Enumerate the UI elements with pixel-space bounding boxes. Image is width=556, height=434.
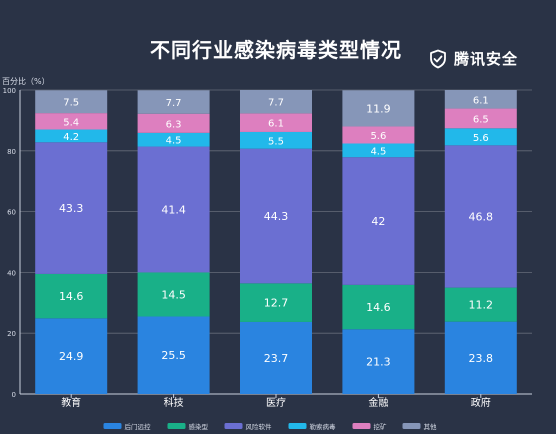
legend-label: 风险软件 [246,422,273,431]
data-label: 6.5 [473,114,489,125]
data-label: 4.5 [370,146,386,157]
legend-swatch [103,423,122,429]
bar-segment [444,90,517,109]
y-tick-label: 60 [7,209,16,217]
bar-segment [240,148,312,284]
y-tick-label: 80 [7,148,16,156]
x-tick-label: 金融 [368,396,388,409]
data-label: 6.1 [268,119,284,130]
data-label: 14.6 [59,290,84,303]
bar-segment [342,143,415,158]
data-label: 4.2 [63,132,79,143]
data-label: 23.8 [469,352,494,365]
x-tick-label: 政府 [471,396,491,409]
bar-segment [444,128,517,146]
data-label: 46.8 [469,210,494,223]
legend-swatch [224,423,243,429]
data-label: 7.7 [166,98,182,109]
x-tick-label: 医疗 [266,396,286,409]
data-label: 11.9 [366,102,391,115]
data-label: 44.3 [264,210,289,223]
data-label: 23.7 [264,352,289,365]
data-label: 6.3 [166,119,182,130]
bar-segment [35,142,108,274]
data-label: 5.5 [268,136,284,147]
legend-label: 后门远控 [125,422,152,431]
bar-segment [137,90,210,114]
data-label: 7.7 [268,98,284,109]
y-tick-label: 0 [12,391,16,399]
bar-segment [444,145,517,288]
legend-label: 勒索病毒 [310,422,337,431]
data-label: 42 [371,215,385,228]
bar-segment [137,316,210,394]
bar-segment [342,157,415,285]
bar-segment [240,90,312,114]
data-label: 14.5 [161,288,186,301]
data-label: 24.9 [59,350,84,363]
bar-segment [35,129,108,143]
data-label: 25.5 [161,349,186,362]
x-tick-label: 科技 [164,396,184,409]
data-label: 12.7 [264,297,289,310]
y-tick-label: 40 [7,269,16,277]
data-label: 6.1 [473,95,489,106]
data-label: 43.3 [59,202,84,215]
legend-label: 其他 [424,422,438,431]
y-tick-label: 20 [7,330,16,338]
bar-segment [35,318,108,394]
data-label: 4.5 [166,136,182,147]
legend-swatch [352,423,371,429]
bar-segment [342,126,415,144]
bar-segment [342,329,415,394]
bar-segment [137,146,210,273]
y-tick-label: 100 [3,87,16,95]
data-label: 11.2 [469,299,494,312]
bar-segment [35,273,108,319]
data-label: 14.6 [366,301,391,314]
bar-segment [444,108,517,129]
data-label: 5.6 [370,131,386,142]
data-label: 41.4 [161,203,186,216]
bar-segment [240,113,312,132]
data-label: 21.3 [366,356,391,369]
bar-segment [240,283,312,322]
legend-swatch [288,423,307,429]
bar-segment [444,321,517,394]
shield-check-icon [430,49,446,68]
legend-swatch [402,423,421,429]
legend-swatch [167,423,186,429]
legend-label: 感染型 [189,422,209,431]
bar-segment [342,90,415,127]
bar-segment [240,321,312,394]
bar-segment [35,90,108,114]
bar-segment [444,287,517,322]
bar-segment [35,113,108,130]
legend-label: 挖矿 [374,422,388,431]
brand-logo: 腾讯安全 [428,48,518,69]
chart-title: 不同行业感染病毒类型情况 [150,38,402,62]
y-axis-title: 百分比（%） [2,77,50,86]
brand-name: 腾讯安全 [454,50,519,68]
x-tick-label: 教育 [61,396,81,409]
bar-segment [137,272,210,317]
bar-segment [137,132,210,147]
data-label: 7.5 [63,98,79,109]
bar-segment [342,284,415,330]
data-label: 5.6 [473,133,489,144]
bar-segment [137,113,210,133]
bar-segment [240,131,312,149]
data-label: 5.4 [63,117,79,128]
